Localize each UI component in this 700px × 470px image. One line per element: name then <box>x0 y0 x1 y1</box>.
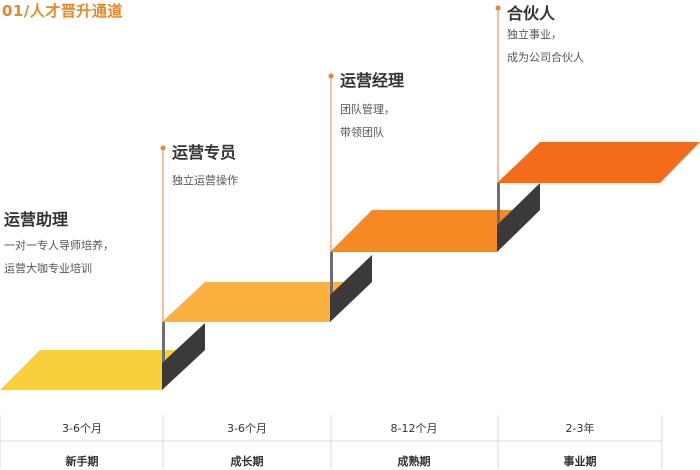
marker-dot-3 <box>328 73 334 79</box>
stage-4-desc-line-2: 成为公司合伙人 <box>507 51 584 64</box>
step-1-riser <box>162 323 205 390</box>
stage-3-desc-line-2: 带领团队 <box>340 126 384 139</box>
step-1-tread <box>0 350 205 390</box>
step-3-riser-face <box>497 183 500 225</box>
stage-4-phase: 事业期 <box>563 455 597 468</box>
page-header: 01/人才晋升通道 <box>2 2 123 20</box>
stage-2-phase: 成长期 <box>230 455 264 468</box>
stage-2-title: 运营专员 <box>172 143 237 162</box>
step-3-riser <box>497 183 540 252</box>
stage-1-phase: 新手期 <box>65 455 99 468</box>
stage-1-title: 运营助理 <box>4 210 69 229</box>
stage-3-desc-line-1: 团队管理， <box>340 103 395 116</box>
step-2-tread <box>162 282 372 322</box>
stage-1-desc-line-1: 一对一专人导师培养， <box>4 239 114 252</box>
stage-4-period: 2-3年 <box>565 422 595 435</box>
stage-2-period: 3-6个月 <box>227 422 267 435</box>
stage-4-desc-line-1: 独立事业， <box>507 28 562 41</box>
stage-1-period: 3-6个月 <box>62 422 102 435</box>
stage-4-title: 合伙人 <box>507 4 556 23</box>
step-1-riser-face <box>162 322 165 363</box>
stage-3-phase: 成熟期 <box>397 455 431 468</box>
stage-3-period: 8-12个月 <box>390 422 438 435</box>
step-3-tread <box>330 210 540 252</box>
step-2-riser-face <box>330 252 333 295</box>
stage-3-title: 运营经理 <box>340 71 405 90</box>
marker-dot-4 <box>495 5 501 11</box>
stage-2-desc-line-1: 独立运营操作 <box>172 174 238 187</box>
step-2-riser <box>330 255 372 322</box>
step-4-tread <box>497 142 700 183</box>
stage-1-desc-line-2: 运营大咖专业培训 <box>4 262 92 275</box>
marker-dot-2 <box>160 145 166 151</box>
